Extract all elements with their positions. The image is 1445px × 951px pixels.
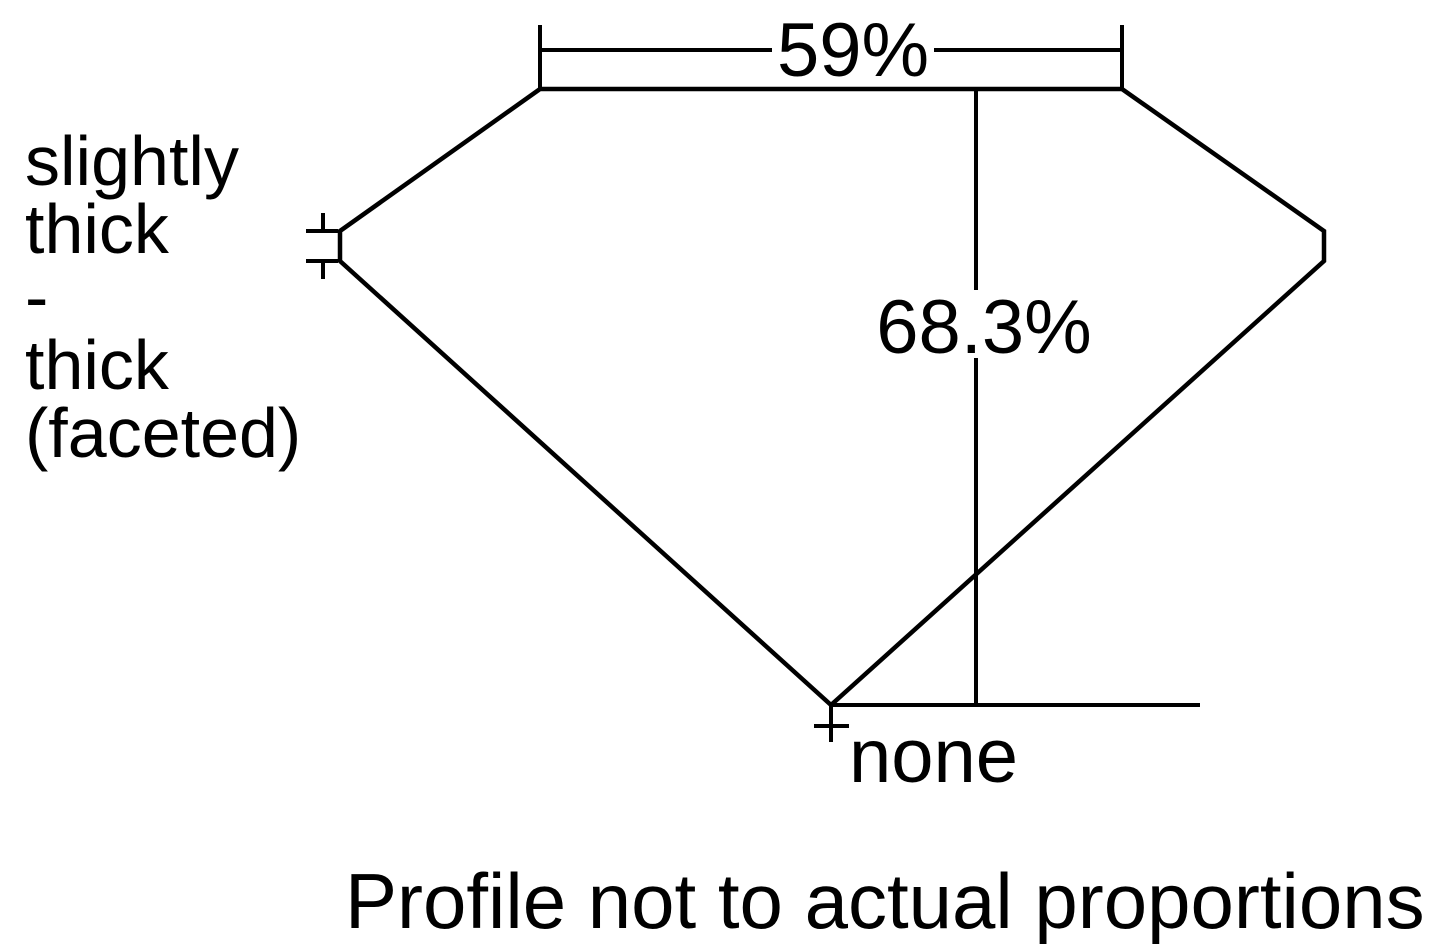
depth-percentage-label: 68.3% <box>876 285 1092 370</box>
girdle-label-line-3: - <box>25 258 48 336</box>
girdle-label-line-4: thick <box>25 326 170 404</box>
girdle-label-line-1: slightly <box>25 122 239 200</box>
table-label-mask <box>772 18 934 80</box>
girdle-thickness-label: slightly thick - thick (faceted) <box>25 122 301 472</box>
caption-text: Profile not to actual proportions <box>345 857 1425 945</box>
girdle-label-line-2: thick <box>25 190 170 268</box>
culet-cross-icon <box>814 705 849 742</box>
girdle-label-line-5: (faceted) <box>25 394 301 472</box>
girdle-ticks-icon <box>306 213 338 279</box>
culet-label: none <box>849 714 1018 799</box>
depth-label-mask <box>872 290 1096 358</box>
diamond-outline <box>337 86 1327 709</box>
table-percentage-label: 59% <box>777 8 929 93</box>
